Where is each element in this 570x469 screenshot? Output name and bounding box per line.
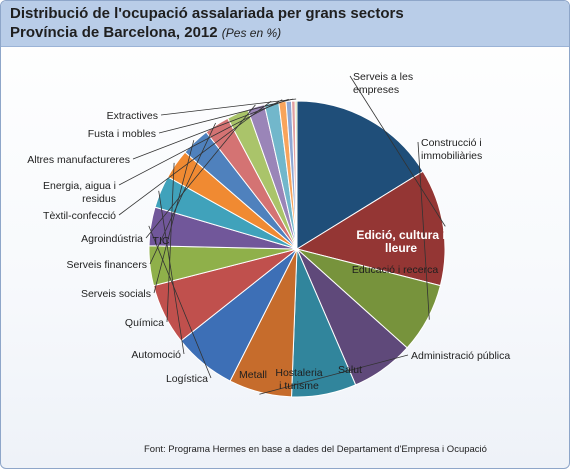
leader-line (153, 140, 195, 294)
slice-label: Hostaleria i turisme (275, 367, 322, 392)
leader-line (417, 141, 430, 320)
slice-label: Agroindústria (81, 233, 143, 245)
slice-label: Química (125, 317, 164, 329)
source-note: Font: Programa Hermes en base a dades de… (144, 444, 487, 455)
leader-line (158, 98, 294, 134)
pie-slice (296, 100, 424, 250)
slice-label: Tèxtil-confecció (43, 210, 116, 222)
leader-line (118, 100, 272, 216)
slice-label: Salut (338, 364, 362, 376)
slice-label: Serveis a les empreses (353, 71, 413, 96)
slice-label: Educació i recerca (352, 264, 439, 276)
slice-label: Construcció i immobiliàries (421, 137, 482, 162)
slice-label: TIC (153, 235, 170, 247)
chart-title: Distribució de l'ocupació assalariada pe… (10, 5, 404, 22)
leader-line (148, 225, 212, 379)
slice-label: Administració pública (411, 350, 510, 362)
slice-label: Edició, cultura i lleure (356, 228, 445, 255)
leader-line (349, 75, 446, 227)
slice-label: Metall (239, 369, 267, 381)
subtitle-text: Província de Barcelona, 2012 (10, 24, 218, 41)
leader-line (118, 99, 283, 186)
leader-line (160, 98, 297, 116)
slice-label: Fusta i mobles (88, 128, 156, 140)
slice-label: Serveis financers (66, 259, 147, 271)
pie-slice (295, 170, 446, 287)
slice-label: Logística (166, 373, 208, 385)
leader-line (132, 98, 289, 160)
chart-header: Distribució de l'ocupació assalariada pe… (1, 1, 569, 47)
chart-subtitle: Província de Barcelona, 2012 (Pes en %) (10, 24, 281, 41)
pie-slice (294, 100, 298, 250)
leader-line (166, 162, 175, 323)
unit-label: (Pes en %) (221, 26, 282, 40)
slice-label: Serveis socials (81, 288, 151, 300)
slice-label: Altres manufactureres (27, 154, 130, 166)
slice-label: Extractives (107, 110, 158, 122)
slice-label: Automoció (131, 349, 181, 361)
slice-label: Energia, aigua i residus (43, 180, 116, 205)
leader-line (259, 354, 409, 395)
